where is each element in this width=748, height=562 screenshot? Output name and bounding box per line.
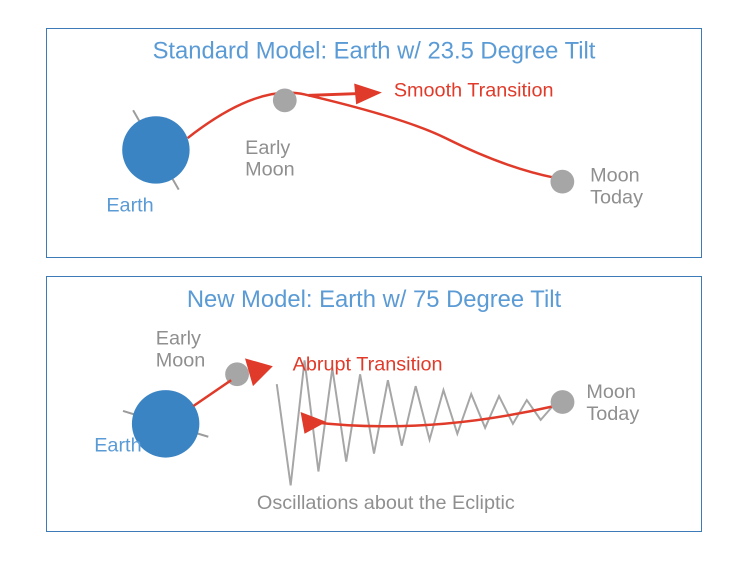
moon-today-circle-2 (551, 390, 575, 414)
new-model-panel: New Model: Earth w/ 75 Degree Tilt Earth… (46, 276, 702, 532)
standard-model-svg: Standard Model: Earth w/ 23.5 Degree Til… (47, 29, 701, 257)
standard-model-panel: Standard Model: Earth w/ 23.5 Degree Til… (46, 28, 702, 258)
abrupt-arrow-head-1 (245, 358, 273, 386)
moon-today-label: Moon Today (590, 165, 645, 209)
smooth-arrow-head (354, 84, 382, 105)
abrupt-rise-line (193, 380, 231, 406)
earth-circle (122, 116, 189, 183)
earth-circle-2 (132, 390, 199, 457)
early-moon-label: Early Moon (245, 137, 296, 181)
smooth-transition-label: Smooth Transition (394, 79, 554, 101)
moon-today-circle (550, 170, 574, 194)
earth-label: Earth (106, 194, 153, 216)
panel2-title: New Model: Earth w/ 75 Degree Tilt (187, 286, 562, 313)
moon-today-label-2: Moon Today (586, 381, 641, 425)
early-moon-label-2: Early Moon (156, 327, 207, 371)
early-moon-circle (273, 88, 297, 112)
new-model-svg: New Model: Earth w/ 75 Degree Tilt Earth… (47, 277, 701, 531)
earth-label-2: Earth (94, 435, 141, 457)
smooth-transition-curve (188, 93, 555, 178)
oscillation-label: Oscillations about the Ecliptic (257, 492, 515, 514)
abrupt-transition-label: Abrupt Transition (293, 353, 443, 375)
smooth-arrow-shaft (309, 93, 363, 95)
panel1-title: Standard Model: Earth w/ 23.5 Degree Til… (153, 38, 596, 65)
